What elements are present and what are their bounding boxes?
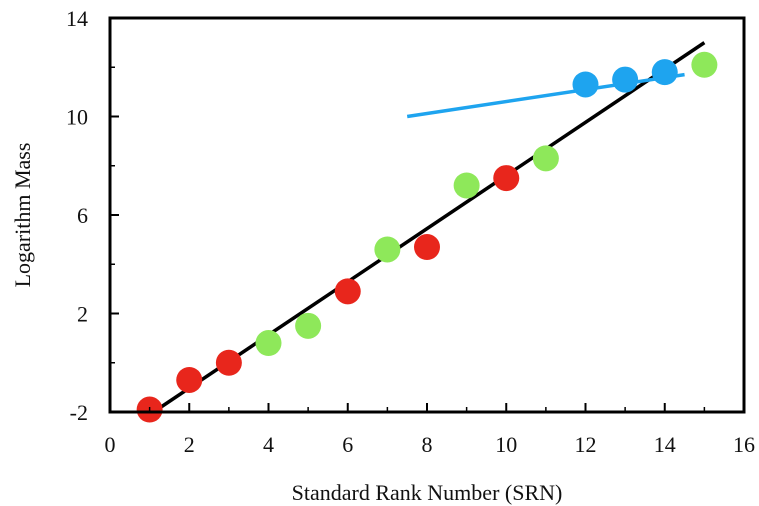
x-tick-label: 6 xyxy=(342,432,353,457)
data-points xyxy=(136,51,718,423)
y-tick-label: -2 xyxy=(70,400,88,425)
data-point xyxy=(334,278,361,305)
x-axis-label: Standard Rank Number (SRN) xyxy=(292,480,563,505)
tick-labels: 0 2 4 6 8 10 12 14 16 -2 2 6 10 14 xyxy=(66,6,755,457)
data-point xyxy=(215,349,242,376)
x-tick-label: 0 xyxy=(105,432,116,457)
data-point xyxy=(176,366,203,393)
x-tick-label: 8 xyxy=(422,432,433,457)
y-tick-label: 6 xyxy=(77,203,88,228)
data-point xyxy=(414,234,440,261)
y-tick-label: 10 xyxy=(66,105,88,130)
fit-line-black xyxy=(152,41,706,414)
plot-frame xyxy=(108,16,746,414)
y-tick-label: 2 xyxy=(77,302,88,327)
x-tick-label: 10 xyxy=(495,432,517,457)
data-point xyxy=(691,51,718,78)
axis-ticks xyxy=(109,17,745,413)
data-point xyxy=(493,165,520,192)
y-axis-label: Logarithm Mass xyxy=(10,143,35,288)
data-point xyxy=(255,330,282,357)
data-point xyxy=(295,312,322,339)
data-point xyxy=(532,145,559,172)
data-point xyxy=(612,66,639,93)
x-tick-label: 2 xyxy=(184,432,195,457)
data-point xyxy=(572,71,599,98)
data-point xyxy=(453,172,480,199)
x-tick-label: 14 xyxy=(654,432,676,457)
x-tick-label: 12 xyxy=(575,432,597,457)
fit-line-blue xyxy=(406,72,685,119)
data-point xyxy=(651,59,678,86)
x-tick-label: 16 xyxy=(733,432,755,457)
data-point xyxy=(374,236,401,263)
trend-lines xyxy=(152,41,706,414)
y-tick-label: 14 xyxy=(66,6,88,31)
x-tick-label: 4 xyxy=(263,432,274,457)
